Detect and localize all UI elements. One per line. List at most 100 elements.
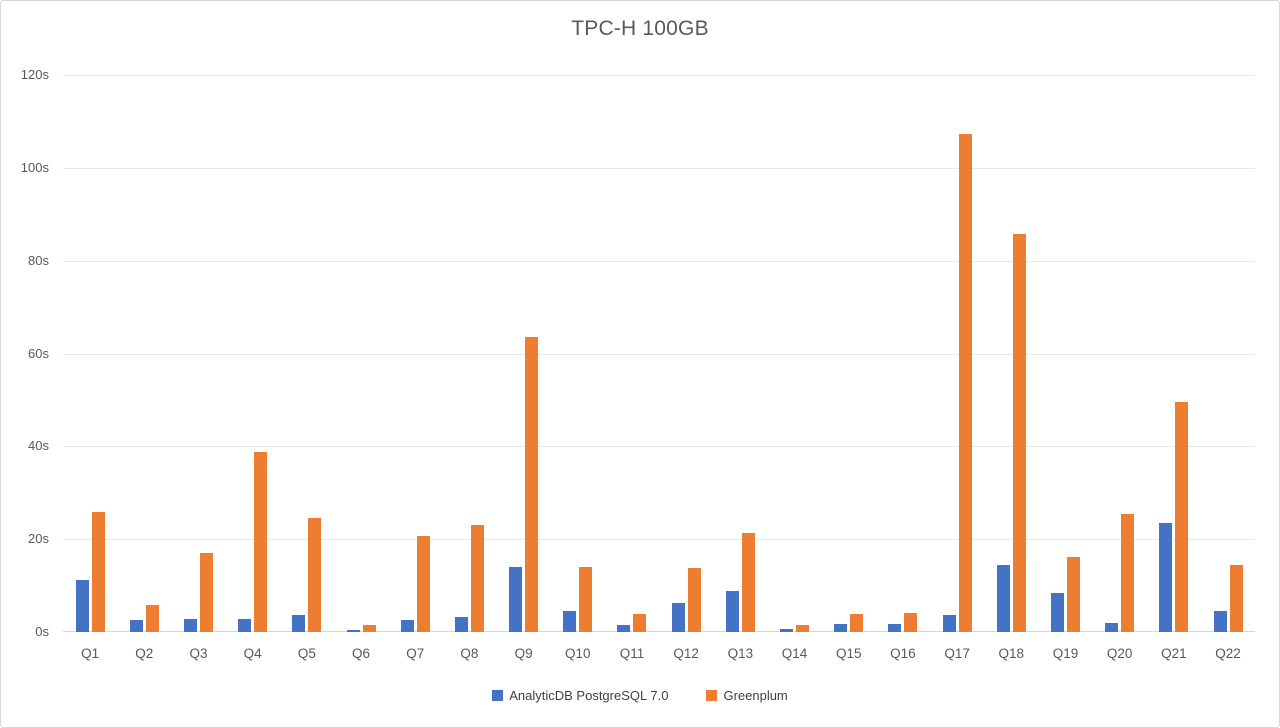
bar-greenplum-q18 (1012, 233, 1026, 632)
x-tick-label-q6: Q6 (352, 646, 371, 661)
gridline (63, 260, 1255, 262)
bar-group-q19 (1038, 75, 1092, 632)
bar-greenplum-q4 (254, 451, 268, 632)
legend-item-analyticdb: AnalyticDB PostgreSQL 7.0 (492, 688, 668, 703)
bar-group-q7 (388, 75, 442, 632)
bar-greenplum-q9 (525, 337, 539, 632)
x-tick-label-q13: Q13 (727, 646, 754, 661)
bar-greenplum-q22 (1229, 565, 1243, 632)
y-tick-label: 20s (28, 531, 49, 547)
bar-group-q15 (822, 75, 876, 632)
bar-group-q16 (876, 75, 930, 632)
bar-analyticdb-q15 (834, 624, 848, 632)
bar-analyticdb-q16 (888, 623, 902, 632)
gridline (63, 353, 1255, 355)
bar-analyticdb-q20 (1105, 622, 1119, 632)
legend-label-greenplum: Greenplum (723, 687, 788, 703)
y-tick-label: 60s (28, 345, 49, 361)
y-axis: 0s 20s 40s 60s 80s 100s 120s (1, 67, 55, 639)
bar-analyticdb-q8 (454, 617, 468, 632)
x-tick-label-q17: Q17 (944, 646, 970, 661)
bar-greenplum-q15 (850, 614, 864, 632)
gridline (63, 75, 1255, 76)
x-tick-label-q12: Q12 (673, 646, 699, 661)
bar-analyticdb-q9 (509, 567, 523, 632)
bar-greenplum-q8 (470, 525, 484, 632)
bar-group-q17 (930, 75, 984, 632)
bar-greenplum-q3 (199, 552, 213, 632)
bar-analyticdb-q1 (75, 579, 89, 632)
bar-greenplum-q12 (687, 567, 701, 632)
bar-group-q14 (767, 75, 821, 632)
bar-greenplum-q17 (958, 134, 972, 632)
y-tick-label: 40s (28, 438, 49, 454)
bar-group-q3 (171, 75, 225, 632)
bar-greenplum-q21 (1175, 401, 1189, 632)
bar-group-q8 (442, 75, 496, 632)
bar-greenplum-q7 (416, 536, 430, 632)
bar-greenplum-q14 (796, 625, 810, 632)
bar-group-q10 (551, 75, 605, 632)
legend-label-analyticdb: AnalyticDB PostgreSQL 7.0 (509, 687, 669, 703)
bar-group-q1 (63, 75, 117, 632)
chart-title: TPC-H 100GB (571, 17, 709, 40)
bar-analyticdb-q19 (1050, 592, 1064, 632)
bar-greenplum-q10 (579, 567, 593, 632)
y-tick-label: 80s (28, 252, 49, 268)
x-tick-label-q2: Q2 (135, 646, 154, 661)
bar-greenplum-q19 (1066, 557, 1080, 632)
bar-analyticdb-q2 (129, 620, 143, 632)
legend: AnalyticDB PostgreSQL 7.0 Greenplum (1, 685, 1279, 705)
x-tick-label-q4: Q4 (243, 646, 262, 661)
bar-analyticdb-q4 (238, 618, 252, 632)
x-axis-line (63, 631, 1255, 632)
bar-analyticdb-q18 (996, 565, 1010, 632)
bar-greenplum-q16 (904, 612, 918, 632)
bar-group-q2 (117, 75, 171, 632)
bar-greenplum-q11 (633, 613, 647, 632)
legend-swatch-greenplum (706, 689, 718, 701)
bar-group-q18 (984, 75, 1038, 632)
bar-analyticdb-q6 (346, 630, 360, 632)
gridline (63, 539, 1255, 541)
bar-analyticdb-q17 (942, 614, 956, 632)
x-tick-label-q19: Q19 (1052, 646, 1079, 661)
x-tick-label-q8: Q8 (460, 646, 479, 661)
x-tick-label-q15: Q15 (835, 646, 862, 661)
bar-greenplum-q6 (362, 625, 376, 632)
y-tick-label: 120s (20, 67, 49, 82)
x-tick-label-q11: Q11 (619, 646, 645, 661)
x-tick-label-q14: Q14 (781, 646, 808, 661)
bar-analyticdb-q7 (400, 619, 414, 632)
bar-greenplum-q5 (308, 518, 322, 632)
bar-group-q13 (713, 75, 767, 632)
x-tick-label-q1: Q1 (81, 646, 100, 661)
x-tick-label-q7: Q7 (406, 646, 425, 661)
bar-group-q22 (1201, 75, 1255, 632)
bar-group-q11 (605, 75, 659, 632)
bar-greenplum-q2 (145, 605, 159, 632)
legend-item-greenplum: Greenplum (706, 687, 788, 703)
bar-analyticdb-q22 (1213, 610, 1227, 632)
legend-swatch-analyticdb (492, 689, 504, 701)
gridline (63, 446, 1255, 448)
x-axis: Q1 Q2 Q3 Q4 Q5 Q6 Q7 Q8 Q9 Q10 Q11 Q12 Q13 Q14 Q15 Q16 Q… (63, 646, 1255, 666)
bar-group-q5 (280, 75, 334, 632)
x-tick-label-q3: Q3 (189, 646, 208, 661)
x-tick-label-q10: Q10 (565, 646, 591, 661)
bar-analyticdb-q11 (617, 624, 631, 632)
x-tick-label-q18: Q18 (998, 646, 1025, 661)
bar-group-q6 (334, 75, 388, 632)
bar-analyticdb-q12 (671, 602, 685, 632)
x-tick-label-q9: Q9 (514, 646, 533, 661)
y-tick-label: 100s (20, 159, 49, 175)
x-tick-label-q5: Q5 (297, 646, 316, 661)
bar-greenplum-q13 (741, 533, 755, 632)
x-tick-label-q21: Q21 (1161, 646, 1187, 661)
bar-analyticdb-q14 (780, 628, 794, 632)
bar-analyticdb-q10 (563, 611, 577, 632)
bar-analyticdb-q3 (183, 619, 197, 632)
x-tick-label-q16: Q16 (890, 646, 916, 661)
y-tick-label: 0s (35, 624, 49, 639)
